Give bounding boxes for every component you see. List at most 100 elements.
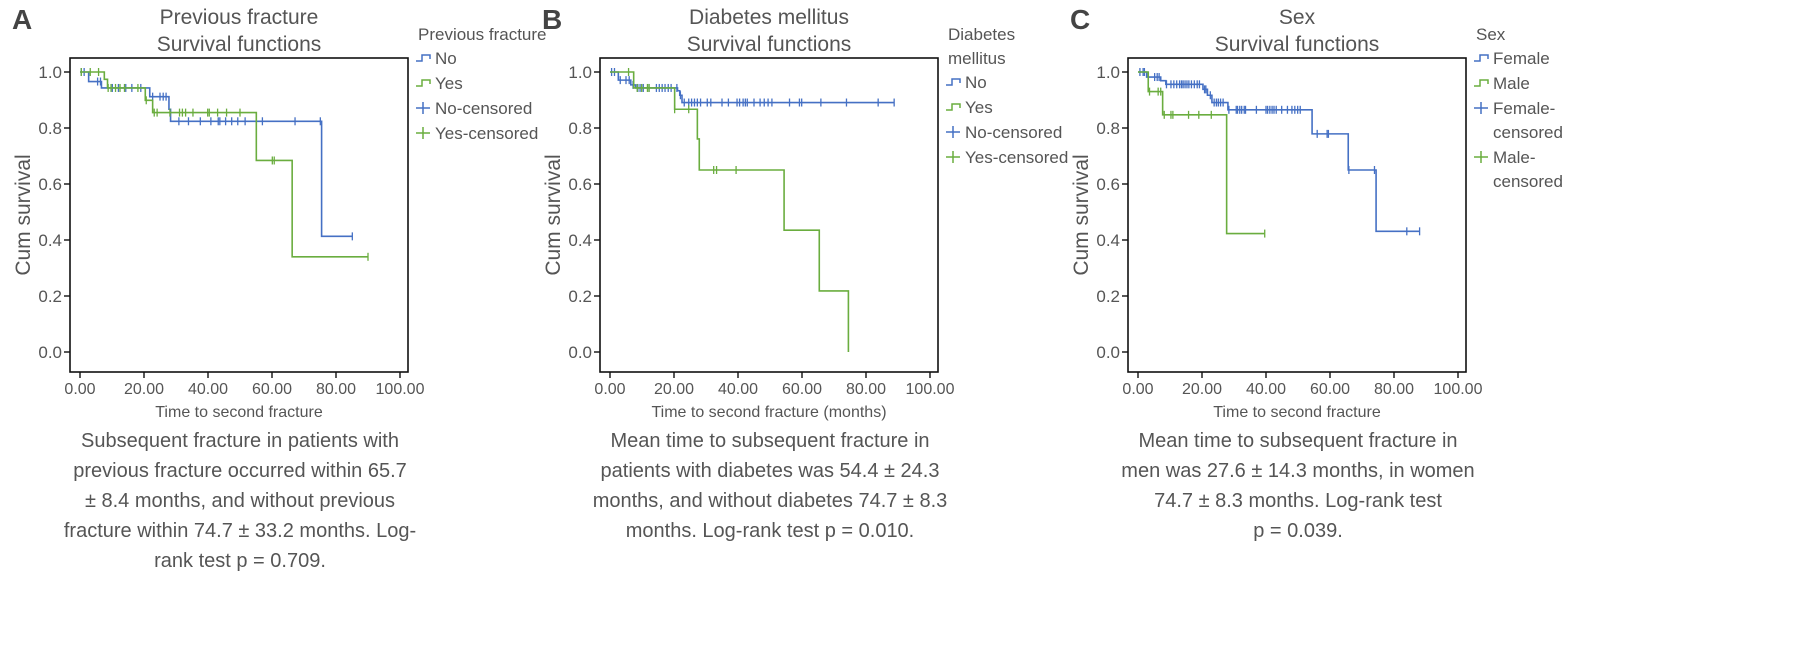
legend-label: Yes [965,98,993,117]
legend-item: Yes [946,98,993,117]
panel-caption: Mean time to subsequent fracture in patie… [590,426,950,546]
y-tick-label: 0.0 [38,343,62,362]
y-tick-label: 0.6 [568,175,592,194]
caption-line: months. Log-rank test p = 0.010. [625,520,915,542]
y-tick-label: 0.2 [568,287,592,306]
legend-label: Female- [1493,99,1555,118]
legend-title: mellitus [948,49,1006,68]
legend-title: Sex [1476,25,1506,44]
caption-line: 74.7 ± 8.3 months. Log-rank test [1154,490,1442,512]
legend-label: No [435,49,457,68]
x-tick-label: 100.00 [1434,381,1483,398]
legend-label: censored [1493,123,1563,142]
x-tick-label: 20.00 [1182,381,1222,398]
x-axis-label: Time to second fracture [1213,404,1381,421]
panel-b: B Diabetes mellitus Survival functions 0.0 0… [530,0,1070,648]
y-tick-label: 0.2 [1096,287,1120,306]
legend-label: Yes [435,74,463,93]
legend-line-icon [1474,79,1489,87]
y-axis-label: Cum survival [542,154,565,275]
x-tick-label: 0.00 [64,381,95,398]
x-tick-label: 80.00 [316,381,356,398]
panel-label: A [12,4,33,35]
panel-label: C [1070,4,1091,35]
x-tick-label: 80.00 [1374,381,1414,398]
legend-label: Male- [1493,148,1536,167]
y-tick-label: 1.0 [38,63,62,82]
x-axis-label: Time to second fracture (months) [651,404,886,421]
plot-frame [1127,57,1467,373]
legend-item: Male-censored [1474,148,1563,191]
legend-line-icon [416,79,431,87]
x-tick-label: 100.00 [376,381,425,398]
caption-line: men was 27.6 ± 14.3 months, in women [1121,460,1475,482]
y-tick-label: 0.0 [568,343,592,362]
legend-label: No-censored [435,99,532,118]
y-tick-label: 0.8 [38,119,62,138]
caption-line: p = 0.039. [1253,520,1343,542]
chart-title: Diabetes mellitus [689,6,849,29]
y-tick-label: 0.6 [1096,175,1120,194]
legend-censor-icon [416,102,430,114]
legend-censor-icon [946,126,960,138]
panel-caption: Subsequent fracture in patients with prev… [60,426,420,576]
legend-item: Yes-censored [946,148,1068,167]
x-tick-label: 80.00 [846,381,886,398]
legend-item: No [946,73,987,92]
plot-frame [599,57,939,373]
panel-label: B [542,4,563,35]
legend-item: No-censored [946,123,1062,142]
y-tick-label: 0.4 [38,231,62,250]
caption-line: Mean time to subsequent fracture in [1138,430,1458,452]
legend-label: Male [1493,74,1530,93]
legend-line-icon [416,54,431,62]
chart-title: Previous fracture [160,6,319,29]
survival-curve-male [1138,71,1265,235]
panel-caption: Mean time to subsequent fracture in men w… [1118,426,1478,546]
x-tick-label: 60.00 [782,381,822,398]
y-tick-label: 1.0 [568,63,592,82]
x-tick-label: 60.00 [252,381,292,398]
legend-label: No [965,73,987,92]
legend-censor-icon [1474,151,1488,163]
x-tick-label: 40.00 [188,381,228,398]
legend-label: Female [1493,49,1550,68]
legend-label: Yes-censored [965,148,1068,167]
legend-title: Diabetes [948,25,1015,44]
survival-curve-yes [80,71,368,258]
km-chart: Sex Survival functions 0.0 0.2 0.4 0.6 0.8 1.0 0… [1070,6,1563,421]
x-tick-label: 40.00 [718,381,758,398]
legend-label: No-censored [965,123,1062,142]
km-chart: Previous fracture Survival functions 0.0 0.… [12,6,547,421]
x-tick-label: 20.00 [654,381,694,398]
x-tick-label: 100.00 [906,381,955,398]
x-axis-label: Time to second fracture [155,404,323,421]
y-tick-label: 0.4 [568,231,592,250]
caption-line: ± 8.4 months, and without previous [84,490,396,512]
panel-a: A Previous fracture Survival functions 0.0 0… [0,0,547,648]
legend-label: Yes-censored [435,124,538,143]
panel-c: C Sex Survival functions 0.0 0.2 0.4 0.6 0.8 1.0… [1058,0,1598,648]
caption-line: Mean time to subsequent fracture in [610,430,930,452]
x-tick-label: 0.00 [1122,381,1153,398]
legend-item: Yes-censored [416,124,538,143]
survival-curve-yes [610,71,850,352]
survival-curve-no [80,71,353,238]
chart-title: Survival functions [687,33,852,56]
legend-item: Yes [416,74,463,93]
legend-line-icon [946,78,961,86]
x-tick-label: 20.00 [124,381,164,398]
legend-censor-icon [416,127,430,139]
x-tick-label: 0.00 [594,381,625,398]
caption-line: rank test p = 0.709. [154,550,326,572]
y-tick-label: 0.0 [1096,343,1120,362]
y-tick-label: 0.8 [568,119,592,138]
y-tick-label: 1.0 [1096,63,1120,82]
legend-item: No [416,49,457,68]
legend-item: Female-censored [1474,99,1563,142]
legend-line-icon [1474,54,1489,62]
x-tick-label: 60.00 [1310,381,1350,398]
legend-censor-icon [1474,102,1488,114]
caption-line: Subsequent fracture in patients with [81,430,399,452]
survival-curve-female [1138,71,1420,233]
